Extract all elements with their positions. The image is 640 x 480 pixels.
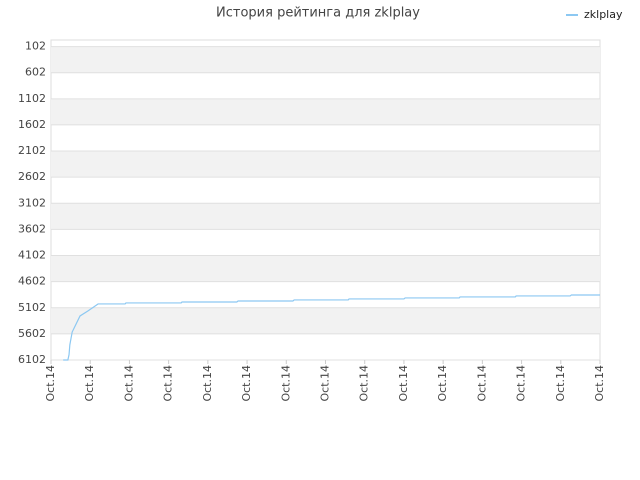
- chart-title: История рейтинга для zklplay: [216, 6, 420, 21]
- grid-band: [51, 203, 600, 230]
- y-tick-label: 3602: [18, 222, 46, 235]
- x-tick-label: Oct.14: [554, 365, 567, 402]
- grid-band: [51, 255, 600, 282]
- x-tick-label: Oct.14: [122, 365, 135, 402]
- legend-label: zklplay: [584, 8, 623, 21]
- x-tick-label: Oct.14: [515, 365, 528, 402]
- y-tick-label: 5602: [18, 327, 46, 340]
- line: [63, 294, 600, 361]
- x-tick-label: Oct.14: [319, 365, 332, 402]
- y-tick-label: 2102: [18, 144, 46, 157]
- grid-band: [51, 151, 600, 178]
- y-tick-label: 5102: [18, 301, 46, 314]
- x-tick-label: Oct.14: [475, 365, 488, 402]
- x-tick-label: Oct.14: [397, 365, 410, 402]
- y-tick-label: 3102: [18, 196, 46, 209]
- y-tick-label: 602: [25, 66, 46, 79]
- y-tick-label: 4102: [18, 249, 46, 262]
- x-tick-label: Oct.14: [83, 365, 96, 402]
- plot-background: [50, 39, 601, 361]
- x-tick-label: Oct.14: [358, 365, 371, 402]
- x-tick-label: Oct.14: [240, 365, 253, 402]
- y-tick-label: 102: [25, 40, 46, 53]
- x-tick-label: Oct.14: [436, 365, 449, 402]
- x-tick-label: Oct.14: [162, 365, 175, 402]
- x-tick-label: Oct.14: [201, 365, 214, 402]
- grid-band: [51, 98, 600, 125]
- grid-band: [51, 307, 600, 334]
- y-tick-label: 4602: [18, 275, 46, 288]
- y-tick-label: 6102: [18, 353, 46, 366]
- x-tick-label: Oct.14: [593, 365, 606, 402]
- y-tick-label: 2602: [18, 170, 46, 183]
- y-tick-label: 1102: [18, 92, 46, 105]
- y-tick-label: 1602: [18, 118, 46, 131]
- grid-band: [51, 46, 600, 73]
- x-tick-label: Oct.14: [279, 365, 292, 402]
- x-tick-label: Oct.14: [44, 365, 57, 402]
